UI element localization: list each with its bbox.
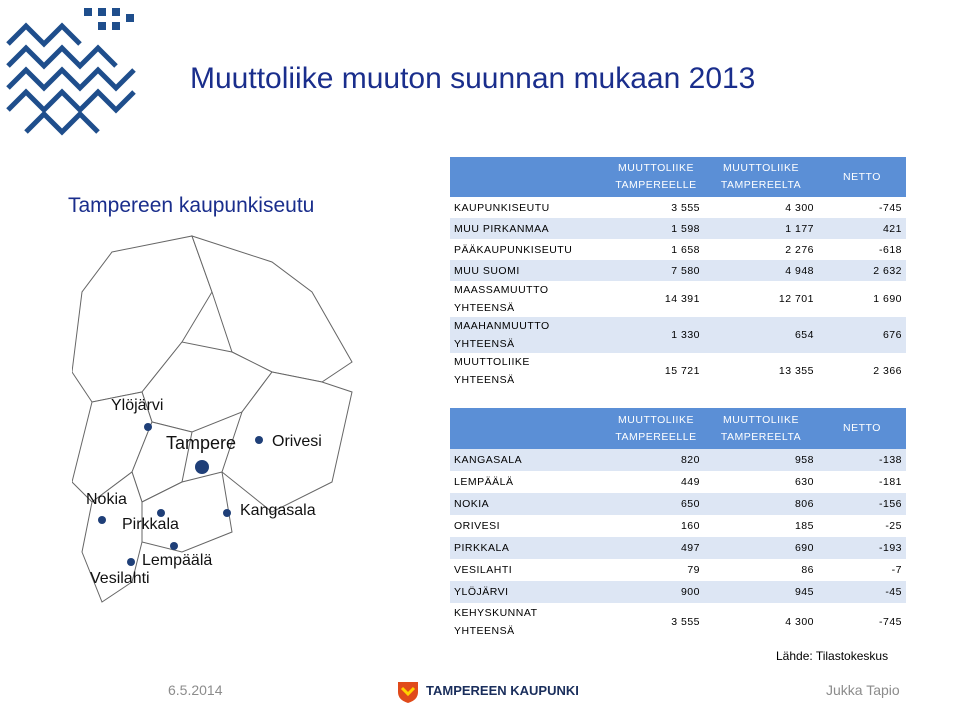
table-header-row: MUUTTOLIIKE TAMPEREELLE MUUTTOLIIKE TAMPER…	[450, 157, 906, 197]
table-row: KEHYSKUNNAT YHTEENSÄ 3 555 4 300 -745	[450, 603, 906, 641]
header-to: MUUTTOLIIKE TAMPEREELLE	[608, 408, 704, 449]
table-header-blank	[450, 408, 608, 449]
tampere-wave-logo-icon	[4, 8, 138, 138]
table-header-row: MUUTTOLIIKE TAMPEREELLE MUUTTOLIIKE TAMPER…	[450, 408, 906, 449]
header-net: NETTO	[818, 408, 906, 449]
map-label-tampere: Tampere	[166, 433, 237, 453]
map-outline	[71, 235, 353, 603]
page-title: Muuttoliike muuton suunnan mukaan 2013	[190, 62, 756, 95]
map-label-pirkkala: Pirkkala	[122, 516, 179, 533]
map-dot-tampere	[195, 460, 209, 474]
map-dot-ylojarvi	[144, 423, 152, 431]
region-map	[71, 232, 372, 612]
table-row: PIRKKALA 497 690 -193	[450, 537, 906, 559]
header-to: MUUTTOLIIKE TAMPEREELLE	[608, 157, 704, 197]
table-row: VESILAHTI 79 86 -7	[450, 559, 906, 581]
footer-date: 6.5.2014	[168, 682, 223, 698]
map-area-kangasala	[221, 371, 353, 513]
map-dot-lempaala	[170, 542, 178, 550]
table-row: KANGASALA 820 958 -138	[450, 449, 906, 471]
map-dot-kangasala	[223, 509, 231, 517]
table-row: YLÖJÄRVI 900 945 -45	[450, 581, 906, 603]
header-from: MUUTTOLIIKE TAMPEREELTA	[704, 157, 818, 197]
map-label-vesilahti: Vesilahti	[90, 570, 150, 587]
migration-table-municipalities: MUUTTOLIIKE TAMPEREELLE MUUTTOLIIKE TAMPER…	[450, 408, 906, 641]
table-row: PÄÄKAUPUNKISEUTU 1 658 2 276 -618	[450, 239, 906, 260]
table-row: MUU SUOMI 7 580 4 948 2 632	[450, 260, 906, 281]
map-dot-vesilahti	[127, 558, 135, 566]
map-area-vesilahti	[81, 471, 143, 603]
footer-org-name: TAMPEREEN KAUPUNKI	[426, 683, 579, 698]
map-dot-nokia	[98, 516, 106, 524]
migration-table-directions: MUUTTOLIIKE TAMPEREELLE MUUTTOLIIKE TAMPER…	[450, 157, 906, 389]
source-note: Lähde: Tilastokeskus	[776, 649, 889, 663]
header-from: MUUTTOLIIKE TAMPEREELTA	[704, 408, 818, 449]
table-row: LEMPÄÄLÄ 449 630 -181	[450, 471, 906, 493]
table-row: MAASSAMUUTTO YHTEENSÄ 14 391 12 701 1 690	[450, 281, 906, 317]
table-row: KAUPUNKISEUTU 3 555 4 300 -745	[450, 197, 906, 218]
footer-logo: TAMPEREEN KAUPUNKI	[396, 680, 579, 704]
map-label-orivesi: Orivesi	[272, 433, 322, 450]
table-row: MUU PIRKANMAA 1 598 1 177 421	[450, 218, 906, 239]
map-label-lempaala: Lempäälä	[142, 552, 213, 569]
header-net: NETTO	[818, 157, 906, 197]
map-dot-pirkkala	[157, 509, 165, 517]
map-label-ylojarvi: Ylöjärvi	[111, 397, 164, 414]
footer-author: Jukka Tapio	[826, 682, 900, 698]
table-row: ORIVESI 160 185 -25	[450, 515, 906, 537]
tampere-crest-icon	[398, 682, 418, 703]
table-row: MUUTTOLIIKE YHTEENSÄ 15 721 13 355 2 366	[450, 353, 906, 389]
map-dot-tampere-small	[255, 436, 263, 444]
map-label-nokia: Nokia	[86, 491, 127, 508]
table-row: MAAHANMUUTTO YHTEENSÄ 1 330 654 676	[450, 317, 906, 353]
map-label-kangasala: Kangasala	[240, 502, 316, 519]
region-title: Tampereen kaupunkiseutu	[68, 194, 315, 217]
table-header-blank	[450, 157, 608, 197]
table-row: NOKIA 650 806 -156	[450, 493, 906, 515]
